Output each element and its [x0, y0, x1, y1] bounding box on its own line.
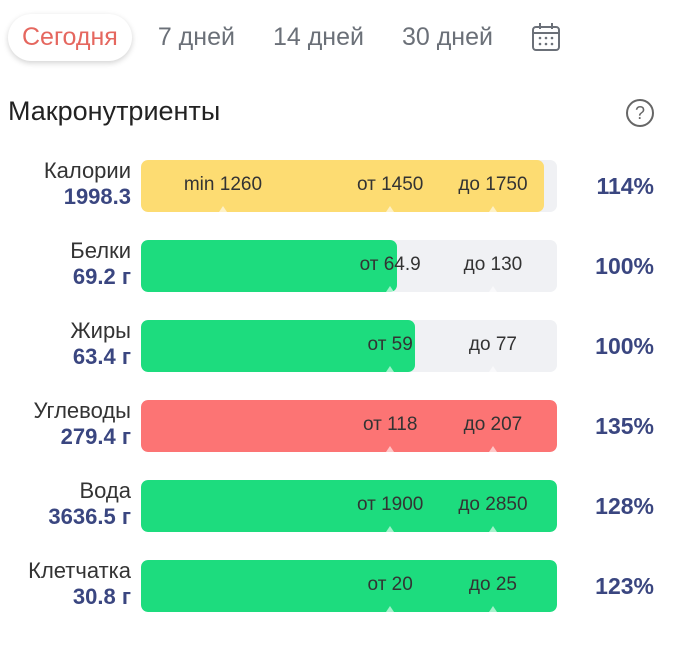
marker-triangle-icon	[386, 286, 395, 292]
tab-7-days[interactable]: 7 дней	[157, 22, 235, 51]
range-marker-label: до 130	[463, 254, 523, 275]
marker-triangle-icon	[488, 526, 497, 532]
marker-triangle-icon	[488, 446, 497, 452]
nutrient-value: 69.2 г	[72, 264, 131, 289]
range-marker-label: от 1450	[356, 174, 424, 195]
nutrient-label: Жиры 63.4 г	[70, 318, 131, 370]
range-marker-label: до 77	[468, 334, 517, 355]
nutrient-row: Вода 3636.5 г от 1900 до 2850 128%	[0, 478, 680, 532]
range-marker-label: от 64.9	[359, 254, 421, 275]
nutrient-name: Углеводы	[33, 398, 131, 423]
marker-triangle-icon	[386, 446, 395, 452]
nutrient-name: Белки	[70, 238, 131, 263]
marker-triangle-icon	[488, 286, 497, 292]
nutrient-value: 279.4 г	[60, 424, 131, 449]
range-marker-label: min 1260	[183, 174, 263, 195]
progress-fill	[141, 320, 416, 372]
nutrient-label: Клетчатка 30.8 г	[28, 558, 131, 610]
progress-fill	[141, 400, 557, 452]
progress-fill	[141, 560, 557, 612]
progress-fill	[141, 480, 557, 532]
percent-value: 114%	[596, 173, 654, 199]
nutrient-value: 63.4 г	[72, 344, 131, 369]
tab-today[interactable]: Сегодня	[8, 13, 132, 61]
range-marker-label: от 1900	[356, 494, 424, 515]
progress-bar: min 1260 от 1450 до 1750	[141, 160, 557, 212]
marker-triangle-icon	[218, 206, 227, 212]
nutrient-label: Вода 3636.5 г	[48, 478, 131, 530]
section-title: Макронутриенты	[8, 96, 221, 126]
marker-triangle-icon	[386, 526, 395, 532]
nutrient-value: 30.8 г	[72, 584, 131, 609]
progress-bar: от 1900 до 2850	[141, 480, 557, 532]
percent-value: 135%	[595, 413, 654, 439]
progress-bar: от 59 до 77	[141, 320, 557, 372]
nutrient-row: Жиры 63.4 г от 59 до 77 100%	[0, 318, 680, 372]
help-icon[interactable]: ?	[626, 99, 654, 127]
marker-triangle-icon	[488, 206, 497, 212]
nutrient-label: Углеводы 279.4 г	[34, 398, 131, 450]
nutrient-row: Белки 69.2 г от 64.9 до 130 100%	[0, 238, 680, 292]
nutrient-label: Калории 1998.3	[44, 158, 131, 210]
percent-value: 100%	[595, 253, 654, 279]
nutrient-name: Жиры	[70, 318, 131, 343]
range-marker-label: до 207	[463, 414, 523, 435]
percent-value: 128%	[595, 493, 654, 519]
progress-fill	[141, 160, 545, 212]
nutrient-name: Клетчатка	[28, 558, 131, 583]
nutrient-value: 1998.3	[63, 184, 131, 209]
progress-bar: от 20 до 25	[141, 560, 557, 612]
progress-bar: от 118 до 207	[141, 400, 557, 452]
nutrient-name: Калории	[43, 158, 131, 183]
calendar-icon[interactable]	[531, 22, 561, 52]
range-marker-label: до 1750	[458, 174, 528, 195]
nutrient-value: 3636.5 г	[48, 504, 131, 529]
nutrient-row: Клетчатка 30.8 г от 20 до 25 123%	[0, 558, 680, 612]
range-marker-label: до 2850	[458, 494, 528, 515]
marker-triangle-icon	[386, 366, 395, 372]
nutrient-row: Калории 1998.3 min 1260 от 1450 до 1750 114%	[0, 158, 680, 212]
progress-bar: от 64.9 до 130	[141, 240, 557, 292]
marker-triangle-icon	[386, 206, 395, 212]
tab-30-days[interactable]: 30 дней	[401, 22, 493, 51]
period-tabs: Сегодня 7 дней 14 дней 30 дней	[8, 13, 561, 61]
marker-triangle-icon	[488, 606, 497, 612]
tab-14-days[interactable]: 14 дней	[272, 22, 364, 51]
range-marker-label: от 20	[367, 574, 413, 595]
percent-value: 100%	[595, 333, 654, 359]
nutrient-name: Вода	[79, 478, 132, 503]
marker-triangle-icon	[386, 606, 395, 612]
marker-triangle-icon	[488, 366, 497, 372]
range-marker-label: от 59	[367, 334, 413, 355]
nutrient-label: Белки 69.2 г	[70, 238, 131, 290]
nutrient-row: Углеводы 279.4 г от 118 до 207 135%	[0, 398, 680, 452]
progress-fill	[141, 240, 397, 292]
percent-value: 123%	[595, 573, 654, 599]
range-marker-label: от 118	[362, 414, 418, 435]
range-marker-label: до 25	[468, 574, 517, 595]
